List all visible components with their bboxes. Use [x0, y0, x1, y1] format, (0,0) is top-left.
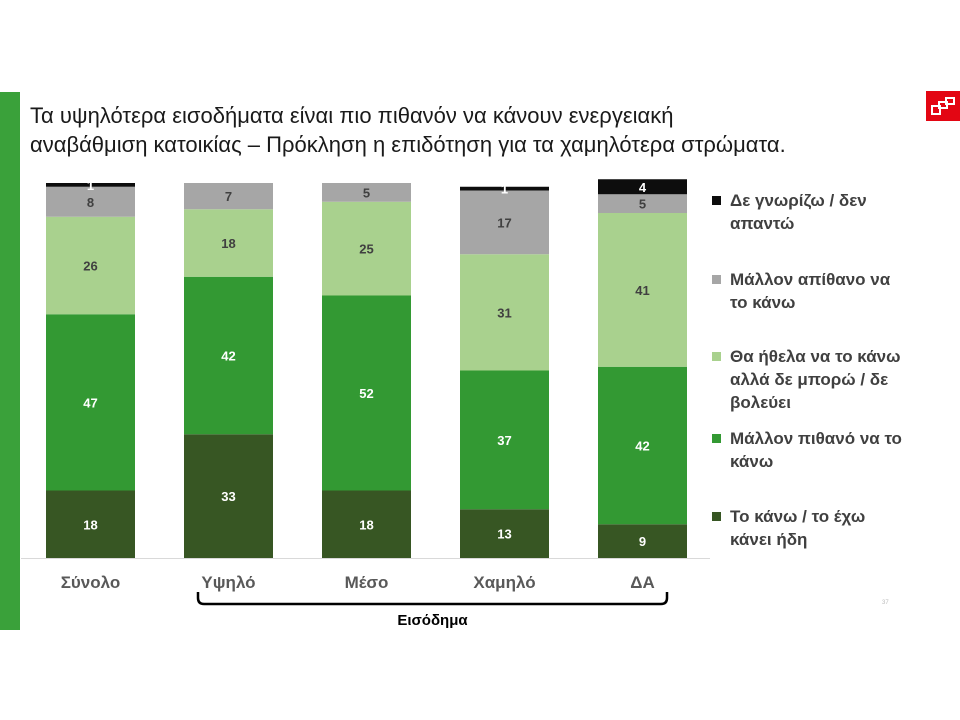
- legend-swatch-1: [712, 196, 721, 205]
- bar-segment-4-5: [460, 186, 549, 191]
- data-label-2-2: 42: [221, 349, 235, 364]
- category-label-2: Υψηλό: [201, 573, 255, 592]
- data-label-4-1: 13: [497, 527, 511, 542]
- data-label-3-1: 18: [359, 517, 373, 532]
- slide-title-line-1: Τα υψηλότερα εισοδήματα είναι πιο πιθανό…: [30, 103, 674, 128]
- data-label-2-3: 18: [221, 236, 235, 251]
- data-label-2-4: 7: [225, 189, 232, 204]
- group-bracket: [196, 592, 669, 606]
- legend-label-2: Μάλλον απίθανο να το κάνω: [730, 268, 950, 314]
- bar-segment-5-1: [598, 524, 687, 558]
- data-label-5-3: 41: [635, 283, 649, 298]
- slide-title-line-2: αναβάθμιση κατοικίας – Πρόκληση η επιδότ…: [30, 132, 786, 157]
- legend-label-line: Μάλλον πιθανό να το: [730, 429, 902, 448]
- page-number: 37: [882, 600, 889, 606]
- data-label-4-4: 17: [497, 215, 511, 230]
- data-label-1-3: 26: [83, 259, 97, 274]
- legend-label-line: κάνει ήδη: [730, 530, 808, 549]
- legend-label-5: Το κάνω / το έχω κάνει ήδη: [730, 505, 950, 551]
- category-label-5: ΔΑ: [630, 573, 655, 592]
- logo-icon: [931, 97, 955, 115]
- bar-segment-1-5: [46, 183, 135, 187]
- category-label-4: Χαμηλό: [473, 573, 535, 592]
- data-label-3-2: 52: [359, 386, 373, 401]
- bar-segment-4-3: [460, 254, 549, 371]
- bar-segment-5-3: [598, 213, 687, 367]
- bar-segment-5-4: [598, 194, 687, 213]
- legend-swatch-5: [712, 512, 721, 521]
- bar-segment-1-1: [46, 490, 135, 558]
- data-label-1-1: 18: [83, 517, 97, 532]
- bar-segment-4-4: [460, 190, 549, 255]
- bar-segment-1-4: [46, 186, 135, 217]
- bar-segment-3-1: [322, 490, 411, 558]
- bar-segment-1-2: [46, 314, 135, 491]
- bar-segment-3-2: [322, 295, 411, 491]
- bar-segment-4-1: [460, 509, 549, 558]
- slide-title: Τα υψηλότερα εισοδήματα είναι πιο πιθανό…: [30, 101, 920, 159]
- bar-segment-3-3: [322, 201, 411, 296]
- data-label-5-5: 4: [639, 180, 647, 195]
- category-label-3: Μέσο: [345, 573, 389, 592]
- data-label-4-5: 1: [501, 182, 508, 197]
- data-label-4-3: 31: [497, 305, 511, 320]
- legend-label-line: Το κάνω / το έχω: [730, 507, 866, 526]
- bar-segment-5-2: [598, 366, 687, 525]
- data-label-2-1: 33: [221, 489, 235, 504]
- data-label-3-4: 5: [363, 185, 370, 200]
- bar-segment-1-3: [46, 216, 135, 315]
- data-label-1-4: 8: [87, 195, 94, 210]
- bar-segment-5-5: [598, 179, 687, 195]
- bar-segment-3-4: [322, 183, 411, 202]
- logo: [926, 91, 960, 121]
- legend-label-3: Θα ήθελα να το κάνω αλλά δε μπορώ / δε βολ…: [730, 345, 950, 414]
- data-label-1-2: 47: [83, 395, 97, 410]
- category-label-1: Σύνολο: [61, 573, 121, 592]
- accent-bar: [0, 92, 20, 630]
- data-label-4-2: 37: [497, 433, 511, 448]
- legend-label-line: βολεύει: [730, 393, 791, 412]
- data-label-3-3: 25: [359, 242, 373, 257]
- data-label-5-4: 5: [639, 197, 646, 212]
- legend-label-line: αλλά δε μπορώ / δε: [730, 370, 889, 389]
- legend-label-line: κάνω: [730, 452, 774, 471]
- legend-label-1: Δε γνωρίζω / δεν απαντώ: [730, 189, 950, 235]
- legend-label-line: το κάνω: [730, 293, 796, 312]
- data-label-5-2: 42: [635, 439, 649, 454]
- legend-label-line: Δε γνωρίζω / δεν: [730, 191, 867, 210]
- bar-segment-4-2: [460, 370, 549, 510]
- legend-swatch-2: [712, 275, 721, 284]
- bar-segment-2-2: [184, 276, 273, 435]
- legend-label-line: Μάλλον απίθανο να: [730, 270, 891, 289]
- group-label: Εισόδημα: [397, 612, 468, 629]
- legend-label-line: απαντώ: [730, 214, 795, 233]
- bar-segment-2-3: [184, 209, 273, 277]
- legend-swatch-4: [712, 434, 721, 443]
- legend-swatch-3: [712, 352, 721, 361]
- data-label-1-5: 1: [87, 178, 94, 193]
- bar-segment-2-4: [184, 183, 273, 210]
- legend-label-4: Μάλλον πιθανό να το κάνω: [730, 427, 950, 473]
- bar-segment-2-1: [184, 434, 273, 558]
- legend-label-line: Θα ήθελα να το κάνω: [730, 347, 901, 366]
- data-label-5-1: 9: [639, 534, 646, 549]
